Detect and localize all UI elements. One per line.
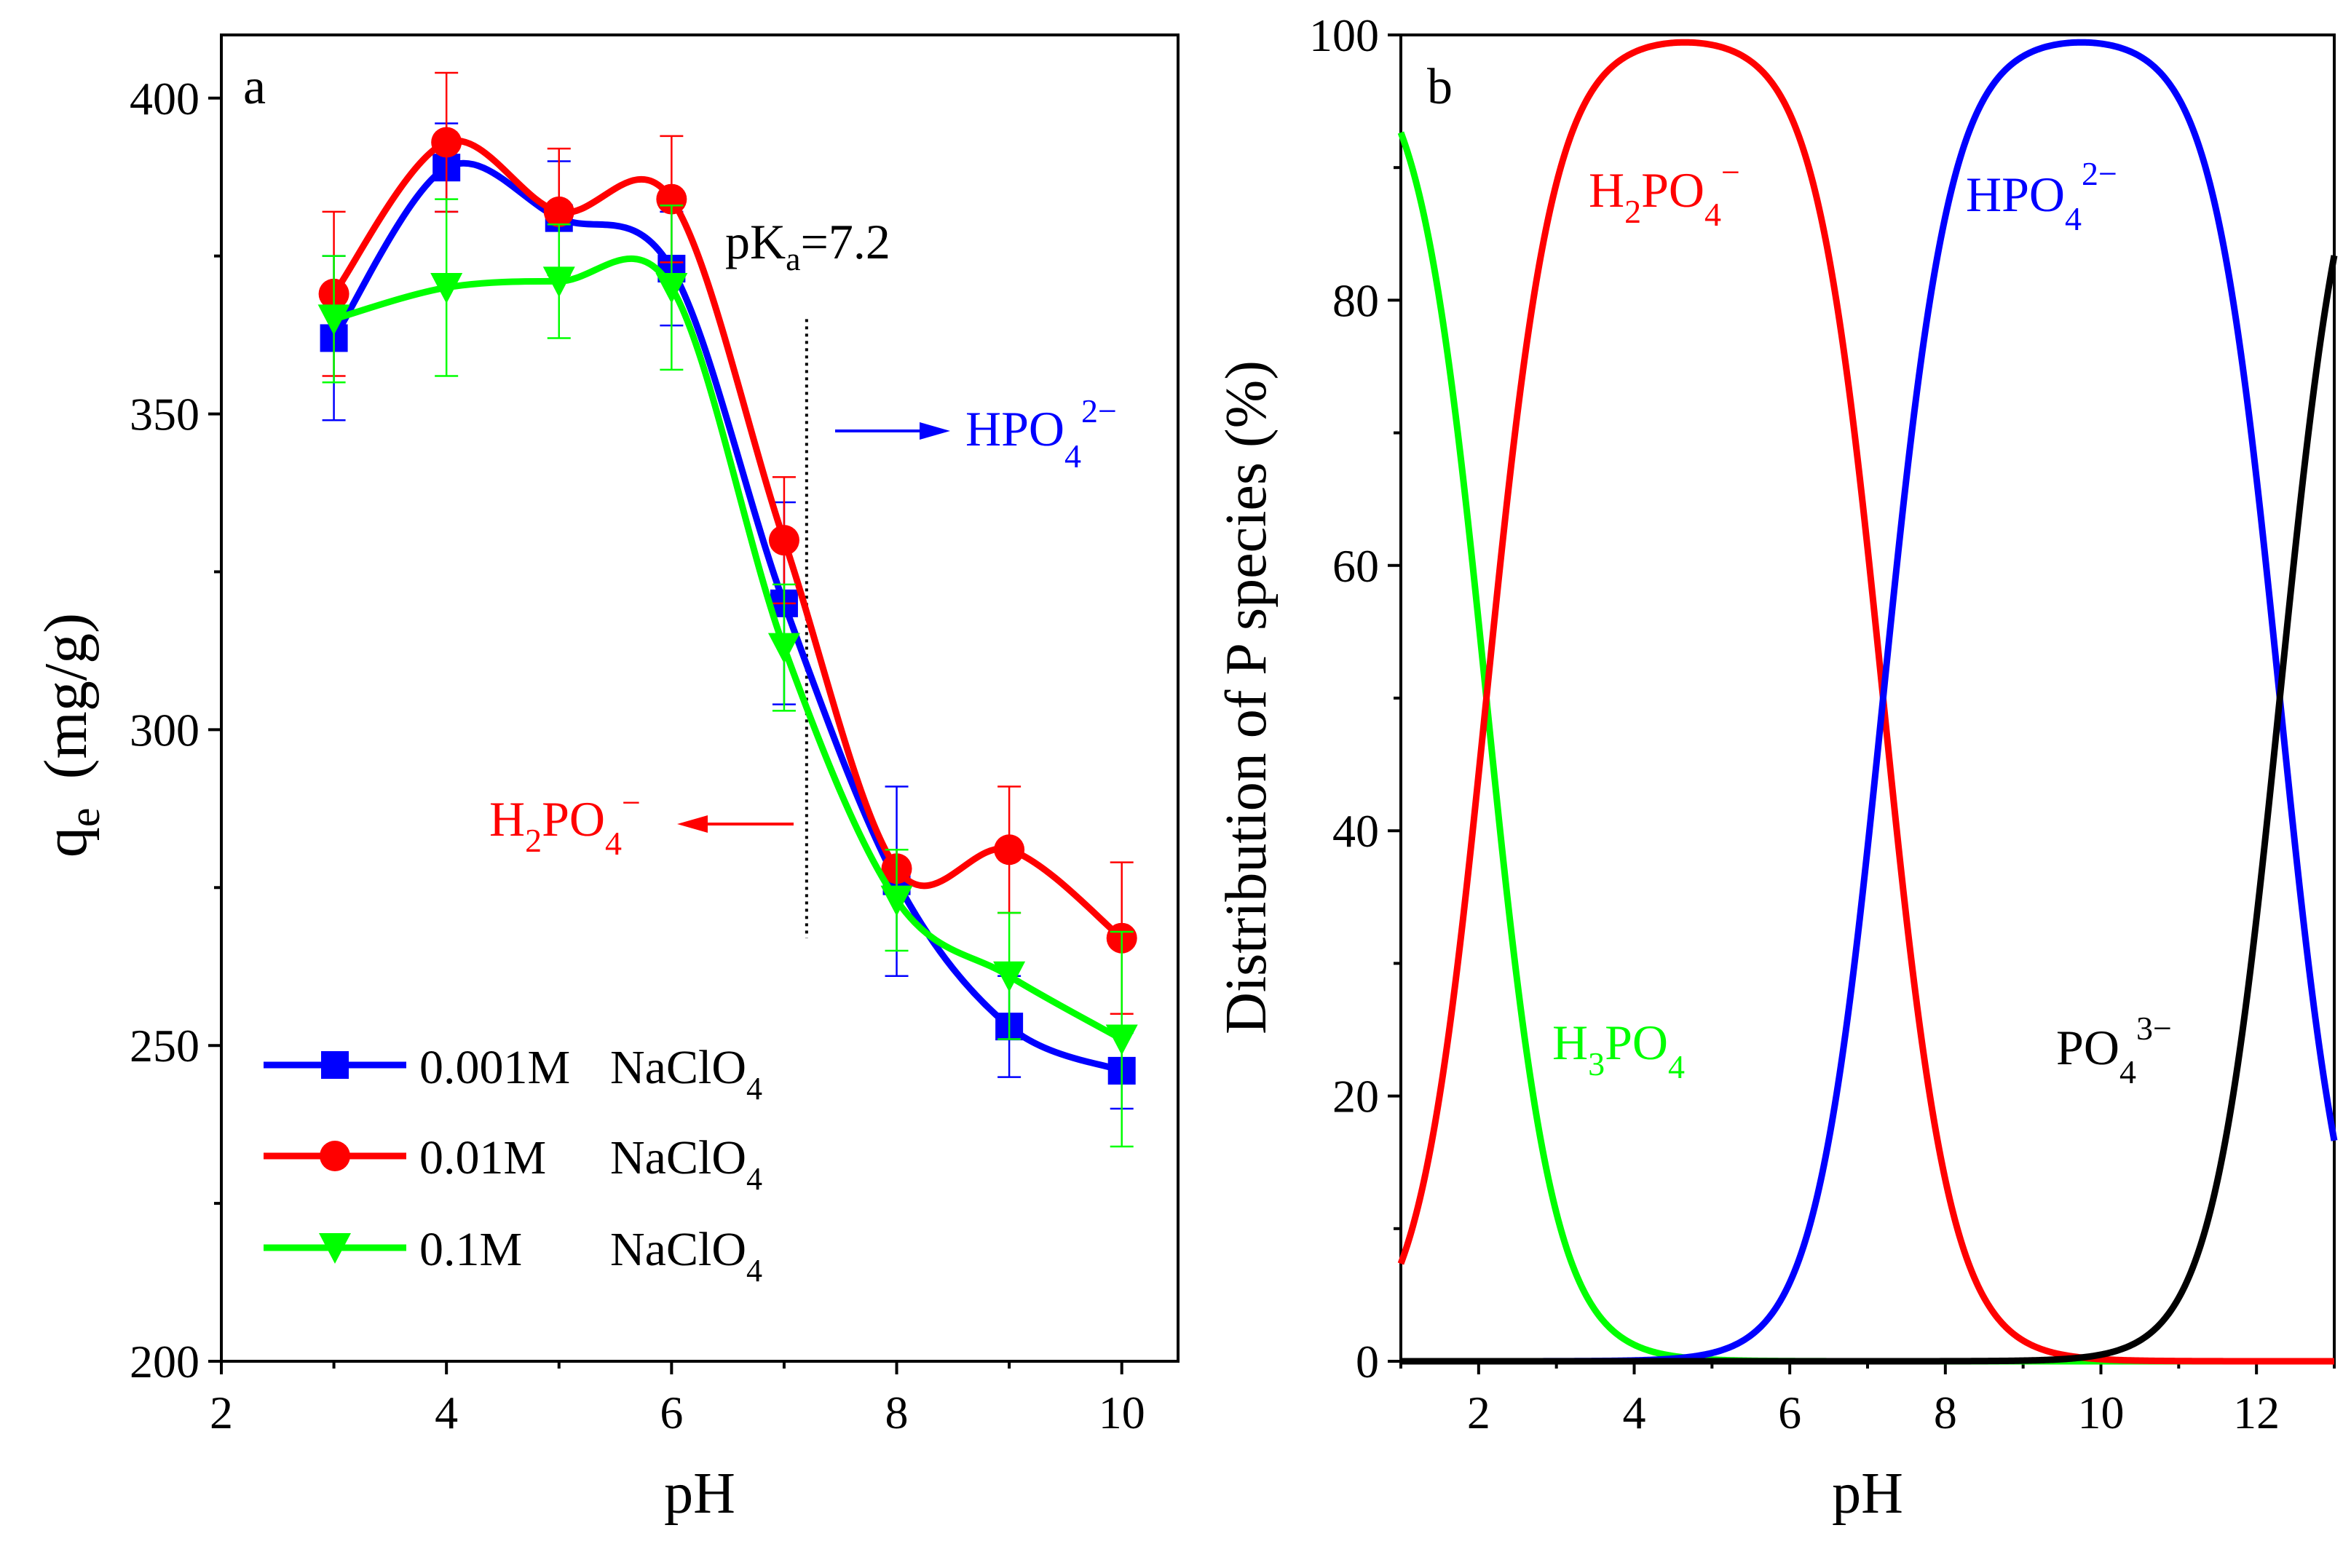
- arrow-right-head: [920, 422, 950, 440]
- legend-marker-triangle: [319, 1233, 351, 1264]
- legend-label: 0.01M NaClO4: [419, 1131, 762, 1197]
- data-point: [430, 273, 463, 304]
- x-tick-label: 2: [210, 1387, 233, 1438]
- legend-item-0001m: 0.001M NaClO4: [264, 1041, 762, 1106]
- y-tick-label: 60: [1332, 540, 1379, 592]
- y-label-subscript: e: [60, 807, 108, 827]
- y-tick-label: 100: [1309, 9, 1379, 61]
- y-tick-label: 250: [130, 1020, 199, 1072]
- legend-marker-circle: [320, 1141, 350, 1171]
- panel-b-y-ticks: 0 20 40 60 80 100: [1309, 9, 1401, 1387]
- species-label-h3po4-b: H3PO4: [1552, 1015, 1685, 1085]
- legend-item-001m: 0.01M NaClO4: [264, 1131, 762, 1197]
- panel-b-y-axis-label: Distribution of P species (%): [1214, 360, 1279, 1034]
- data-point: [994, 834, 1025, 866]
- y-tick-label: 80: [1332, 274, 1379, 326]
- data-point: [880, 885, 913, 916]
- data-point: [768, 525, 799, 556]
- data-point: [993, 961, 1026, 992]
- y-tick-label: 350: [130, 389, 199, 440]
- data-point: [767, 633, 800, 664]
- panel-a-frame: [220, 33, 1180, 1363]
- series-line: [331, 159, 1123, 1074]
- distribution-curve: [1397, 131, 2336, 1365]
- legend-label: 0.1M NaClO4: [419, 1223, 762, 1288]
- panel-a: 2 4 6 8 10 200 250 300 350 400 a pH qe (mg/g) pK…: [32, 33, 1180, 1526]
- legend-item-01m: 0.1M NaClO4: [264, 1223, 762, 1288]
- panel-a-x-axis-label: pH: [664, 1462, 735, 1526]
- x-tick-label: 8: [1934, 1387, 1957, 1438]
- data-point: [655, 273, 688, 304]
- x-tick-label: 6: [660, 1387, 683, 1438]
- species-label-hpo4-b: HPO42−: [1966, 155, 2117, 237]
- panel-a-y-ticks: 200 250 300 350 400: [130, 73, 221, 1387]
- pka-annotation: pKa=7.2: [725, 214, 890, 277]
- y-tick-label: 200: [130, 1336, 199, 1387]
- data-point: [542, 266, 575, 298]
- y-tick-label: 300: [130, 704, 199, 756]
- y-tick-label: 0: [1356, 1336, 1379, 1387]
- x-tick-label: 4: [1623, 1387, 1646, 1438]
- panel-b-x-axis-label: pH: [1832, 1462, 1903, 1526]
- data-point: [431, 127, 462, 158]
- x-tick-label: 8: [885, 1387, 909, 1438]
- data-point: [656, 183, 687, 215]
- series-square: [320, 122, 1136, 1110]
- panel-b: 2 4 6 8 10 12 0 20 40 60 80 100 b pH Distribution …: [1214, 9, 2338, 1526]
- x-tick-label: 4: [435, 1387, 458, 1438]
- species-label-po4-b: PO43−: [2056, 1010, 2172, 1090]
- series-triangle-down: [317, 198, 1138, 1148]
- legend-marker-square: [321, 1051, 349, 1079]
- panel-b-x-ticks: 2 4 6 8 10 12: [1399, 1361, 2336, 1438]
- species-label-h2po4: H2PO4−: [489, 784, 641, 862]
- legend-label: 0.001M NaClO4: [419, 1041, 762, 1106]
- series-circle: [318, 71, 1137, 1015]
- data-point: [317, 304, 350, 336]
- data-point: [543, 196, 574, 227]
- species-label-hpo4: HPO42−: [965, 392, 1117, 475]
- panel-a-x-ticks: 2 4 6 8 10: [210, 1361, 1145, 1438]
- y-tick-label: 400: [130, 73, 199, 124]
- species-label-h2po4-b: H2PO4−: [1589, 154, 1740, 233]
- legend: 0.001M NaClO4 0.01M NaClO4 0.1M NaClO4: [264, 1041, 762, 1288]
- panel-b-series: [1397, 39, 2338, 1365]
- y-tick-label: 20: [1332, 1071, 1379, 1122]
- distribution-curve: [1397, 39, 2336, 1365]
- panel-b-frame: [1399, 33, 2336, 1363]
- series-line: [331, 137, 1124, 941]
- x-tick-label: 2: [1467, 1387, 1490, 1438]
- panel-a-series: [317, 71, 1138, 1148]
- distribution-curve: [1399, 255, 2338, 1365]
- panel-a-label: a: [243, 59, 266, 115]
- arrow-left-head: [677, 815, 708, 833]
- x-tick-label: 6: [1778, 1387, 1801, 1438]
- series-line: [333, 255, 1123, 1042]
- x-tick-label: 12: [2233, 1387, 2280, 1438]
- panel-a-y-axis-label: qe (mg/g): [32, 613, 108, 858]
- x-tick-label: 10: [2078, 1387, 2125, 1438]
- data-point: [1105, 1024, 1138, 1056]
- y-tick-label: 40: [1332, 805, 1379, 857]
- x-tick-label: 10: [1099, 1387, 1145, 1438]
- panel-b-label: b: [1427, 59, 1453, 115]
